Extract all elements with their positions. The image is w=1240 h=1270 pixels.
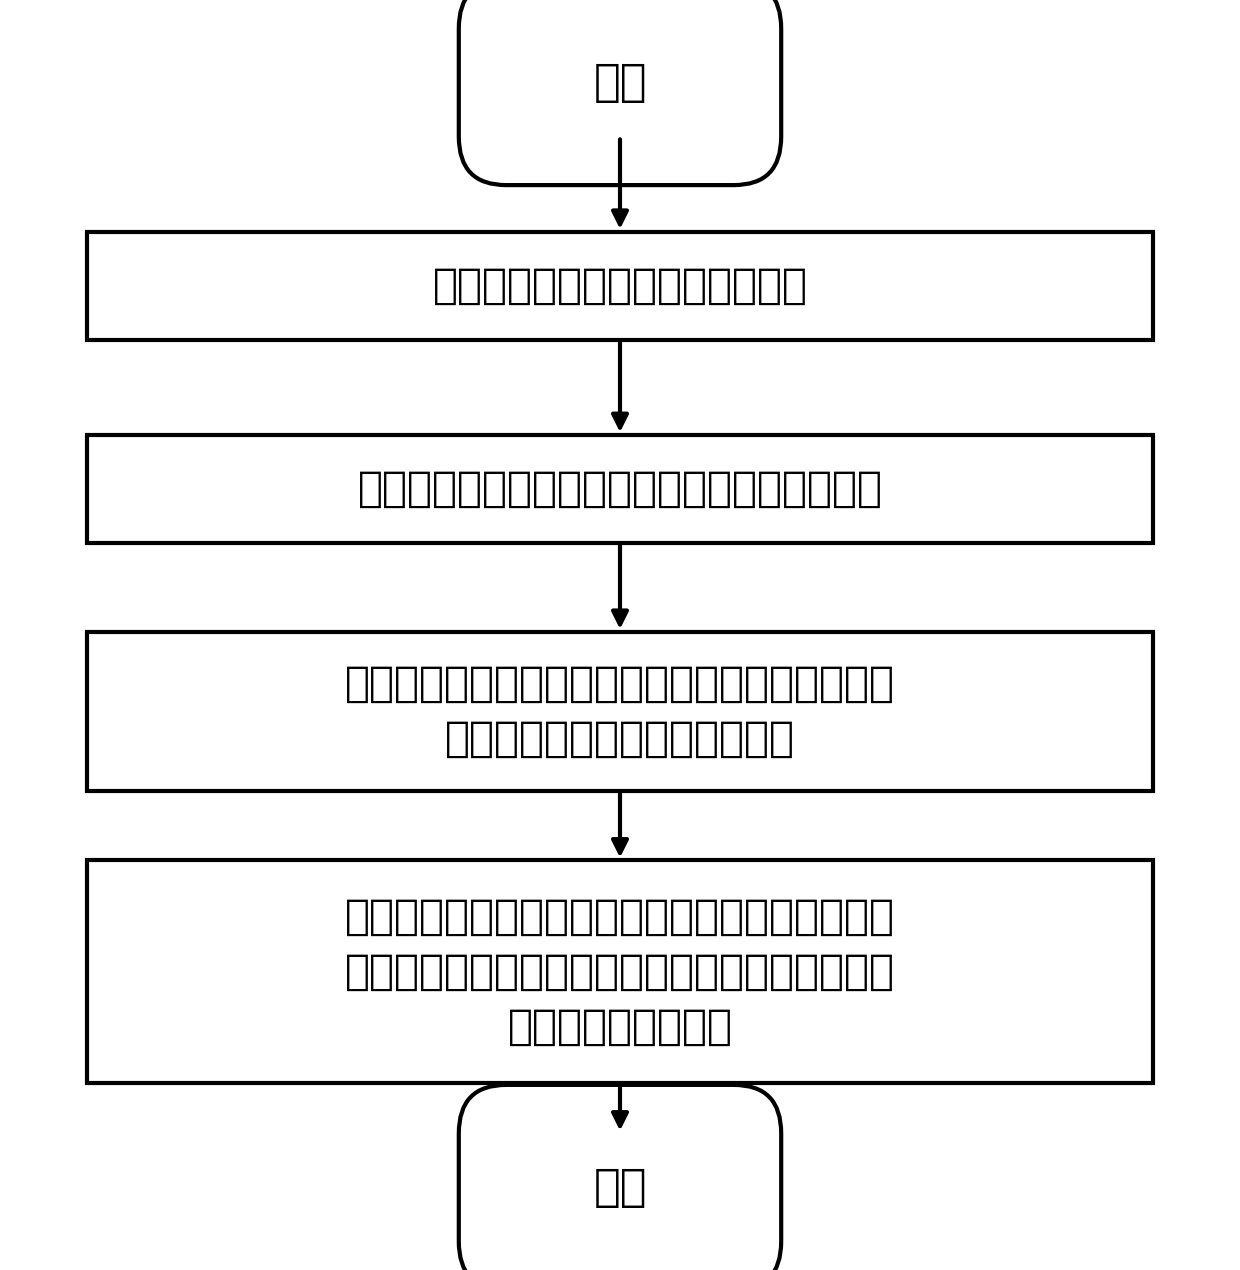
Text: 结束: 结束 <box>593 1166 647 1209</box>
FancyBboxPatch shape <box>87 232 1153 339</box>
Text: 对采集的该压缩后的数据进行重构得到重构数据: 对采集的该压缩后的数据进行重构得到重构数据 <box>357 467 883 511</box>
Text: 将待测数据输入训练好的反向传播神经网络，该训
练好的反向传播神经网络对待测数据进行识别，实
现对气体的定性识别: 将待测数据输入训练好的反向传播神经网络，该训 练好的反向传播神经网络对待测数据进… <box>345 895 895 1048</box>
Text: 开始: 开始 <box>593 61 647 104</box>
FancyBboxPatch shape <box>87 434 1153 544</box>
FancyBboxPatch shape <box>459 0 781 185</box>
Text: 以欠采样的方式采集压缩后的数据: 以欠采样的方式采集压缩后的数据 <box>433 264 807 307</box>
FancyBboxPatch shape <box>459 1085 781 1270</box>
Text: 利用该重构数据对反向传播神经网络进行训练，并
保存训练好的反向传播神经网络: 利用该重构数据对反向传播神经网络进行训练，并 保存训练好的反向传播神经网络 <box>345 663 895 759</box>
FancyBboxPatch shape <box>87 861 1153 1082</box>
FancyBboxPatch shape <box>87 632 1153 790</box>
